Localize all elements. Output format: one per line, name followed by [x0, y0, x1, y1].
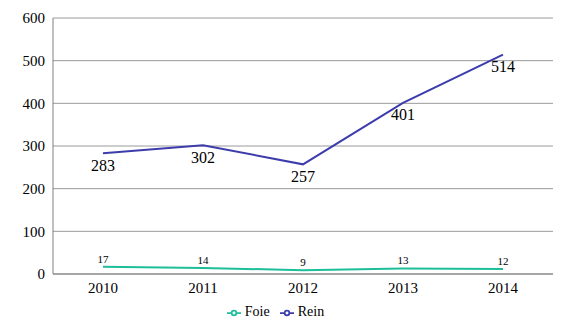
- svg-text:400: 400: [23, 96, 46, 112]
- svg-text:2014: 2014: [488, 280, 519, 296]
- svg-text:514: 514: [491, 58, 515, 75]
- svg-text:2010: 2010: [88, 280, 118, 296]
- svg-text:17: 17: [98, 253, 110, 265]
- svg-text:13: 13: [398, 254, 410, 266]
- svg-text:600: 600: [23, 10, 46, 26]
- svg-text:9: 9: [300, 256, 306, 268]
- svg-text:12: 12: [498, 255, 509, 267]
- svg-text:2011: 2011: [188, 280, 217, 296]
- svg-text:257: 257: [291, 168, 315, 185]
- html-text:Rein: Rein: [297, 304, 325, 319]
- svg-text:401: 401: [391, 106, 415, 123]
- svg-text:100: 100: [23, 224, 46, 240]
- svg-text:2013: 2013: [388, 280, 418, 296]
- svg-text:200: 200: [23, 181, 46, 197]
- svg-text:14: 14: [198, 254, 210, 266]
- svg-text:500: 500: [23, 53, 46, 69]
- svg-text:302: 302: [191, 149, 215, 166]
- svg-text:283: 283: [91, 157, 115, 174]
- svg-text:2012: 2012: [288, 280, 318, 296]
- svg-text:0: 0: [38, 266, 46, 282]
- html-text:Foie: Foie: [244, 304, 270, 319]
- svg-text:300: 300: [23, 138, 46, 154]
